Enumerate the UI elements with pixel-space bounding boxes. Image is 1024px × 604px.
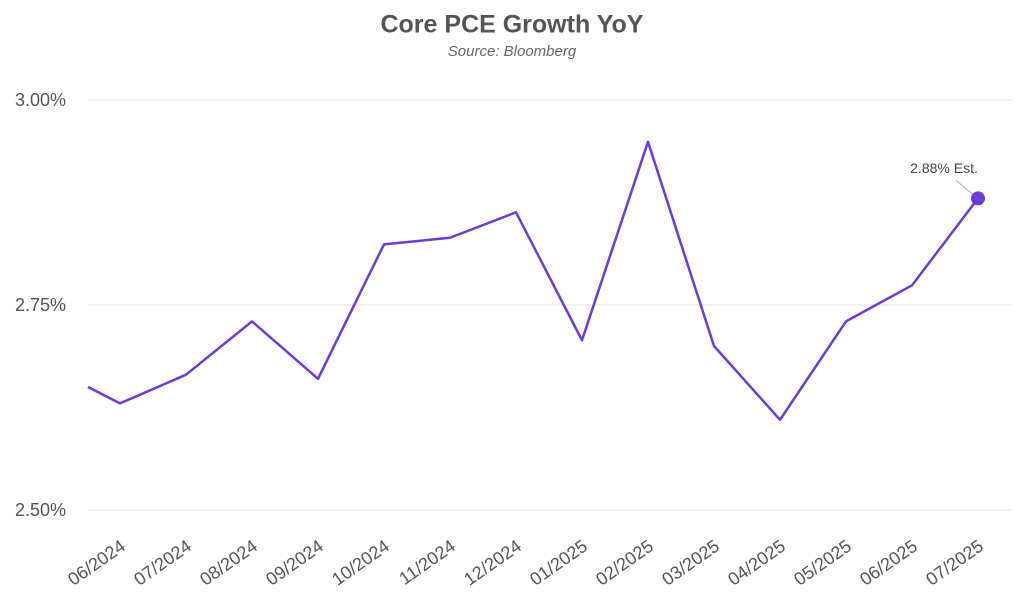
x-tick-label: 12/2024 (460, 536, 525, 590)
x-tick-label: 08/2024 (196, 536, 261, 590)
x-tick-label: 01/2025 (526, 536, 591, 590)
x-tick-label: 07/2024 (130, 536, 195, 590)
x-tick-label: 09/2024 (262, 536, 327, 590)
x-tick-label: 06/2025 (856, 536, 921, 590)
x-tick-label: 11/2024 (395, 536, 459, 589)
marker (971, 191, 985, 206)
line (87, 140, 979, 422)
y-tick-label: 2.75% (15, 295, 66, 315)
x-tick-label: 03/2025 (658, 536, 723, 590)
x-tick-label: 02/2025 (592, 536, 657, 590)
y-tick-label: 2.50% (15, 500, 66, 520)
annotation-leader (955, 180, 975, 196)
x-tick-label: 07/2025 (922, 536, 987, 590)
x-tick-label: 06/2024 (64, 536, 129, 590)
x-tick-label: 05/2025 (790, 536, 855, 590)
chart-subtitle: Source: Bloomberg (448, 43, 577, 60)
x-tick-label: 04/2025 (724, 536, 789, 590)
data-label: 2.88% Est. (910, 160, 978, 176)
x-tick-label: 10/2024 (328, 536, 393, 590)
chart-title: Core PCE Growth YoY (380, 11, 643, 39)
y-tick-label: 3.00% (15, 90, 66, 110)
